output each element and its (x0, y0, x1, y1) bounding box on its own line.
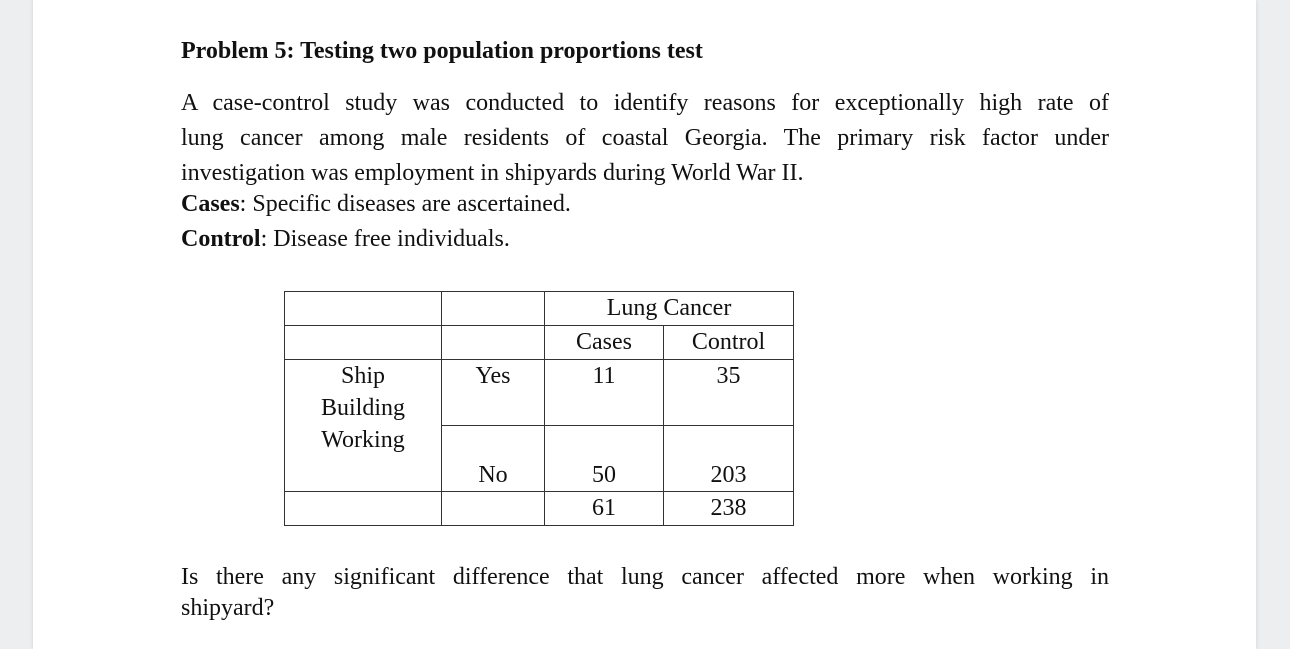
ship-building-working-label: Ship Building Working (284, 359, 442, 492)
empty-cell (284, 325, 442, 360)
no-row-label: No (441, 425, 545, 492)
row-group-label-line: Building (320, 395, 405, 421)
cases-label: Cases (181, 191, 240, 217)
control-definition: Control: Disease free individuals. (181, 226, 510, 253)
empty-cell (284, 291, 442, 326)
cases-column-header: Cases (544, 325, 664, 360)
question-line: shipyard? (181, 595, 275, 621)
control-text: : Disease free individuals. (260, 226, 510, 252)
cases-definition: Cases: Specific diseases are ascertained… (181, 191, 571, 218)
total-cases-value: 61 (544, 491, 664, 526)
total-control-value: 238 (663, 491, 794, 526)
question: Is there any significant difference that… (181, 562, 1109, 624)
contingency-table: Lung Cancer Cases Control Ship Building … (284, 291, 794, 526)
lung-cancer-header: Lung Cancer (544, 291, 794, 326)
control-column-header: Control (663, 325, 794, 360)
cases-text: : Specific diseases are ascertained. (239, 191, 571, 217)
empty-cell (441, 291, 545, 326)
row-group-label-line: Ship (340, 363, 385, 389)
document-page: Problem 5: Testing two population propor… (33, 0, 1256, 649)
empty-cell (441, 491, 545, 526)
yes-cases-value: 11 (544, 359, 664, 426)
description-line: A case-control study was conducted to id… (181, 90, 1109, 116)
question-line: Is there any significant difference that… (181, 564, 1109, 590)
empty-cell (284, 491, 442, 526)
yes-row-label: Yes (441, 359, 545, 426)
problem-description: A case-control study was conducted to id… (181, 86, 1109, 191)
yes-control-value: 35 (663, 359, 794, 426)
description-line: lung cancer among male residents of coas… (181, 125, 1109, 151)
row-group-label-line: Working (321, 427, 405, 453)
empty-cell (441, 325, 545, 360)
description-line: investigation was employment in shipyard… (181, 160, 804, 186)
control-label: Control (181, 226, 261, 252)
no-control-value: 203 (663, 425, 794, 492)
problem-title: Problem 5: Testing two population propor… (181, 38, 703, 64)
no-cases-value: 50 (544, 425, 664, 492)
